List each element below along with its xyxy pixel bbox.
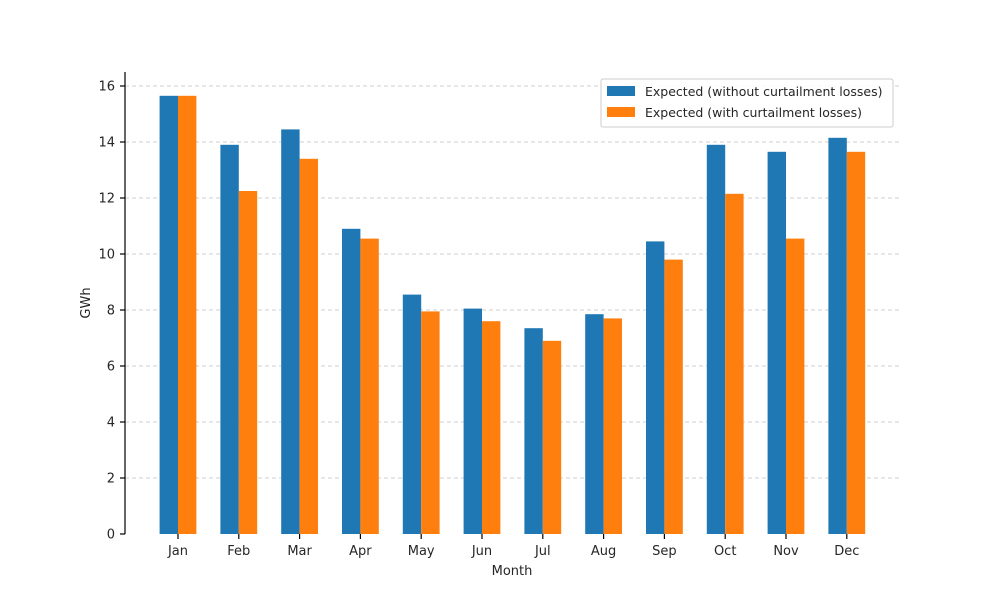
bar-feb-series-1 [220, 144, 239, 535]
bar-nov-series-1 [767, 151, 786, 535]
bar-feb-series-2 [238, 191, 258, 534]
x-ticks: Jan Feb Mar Apr May Jun Jul Aug Sep Oct Nov Dec [167, 534, 859, 559]
x-tick-label: Feb [227, 544, 250, 559]
bar-apr-series-1 [342, 228, 361, 535]
bar-jun-series-2 [482, 321, 501, 534]
legend: Expected (without curtailment losses) Ex… [600, 78, 894, 128]
legend-label-without-curtailment: Expected (without curtailment losses) [645, 84, 882, 99]
bar-may-series-1 [402, 294, 422, 534]
bar-aug-series-2 [603, 318, 622, 534]
bar-nov-series-2 [786, 238, 805, 534]
bar-may-series-2 [421, 311, 440, 534]
y-tick-label: 6 [107, 360, 115, 375]
x-tick-label: Apr [349, 544, 372, 559]
bar-mar-series-1 [281, 129, 300, 534]
x-tick-label: Aug [591, 544, 616, 559]
bar-apr-series-2 [360, 238, 379, 534]
x-tick-label: Jan [167, 544, 188, 559]
bar-jul-series-2 [542, 340, 562, 534]
x-tick-label: Sep [652, 544, 677, 559]
legend-label-with-curtailment: Expected (with curtailment losses) [645, 105, 862, 120]
x-tick-label: Jul [534, 544, 551, 559]
x-tick-label: Nov [773, 544, 799, 559]
bar-dec-series-2 [846, 151, 866, 535]
bar-jan-series-2 [178, 95, 197, 535]
bar-sep-series-1 [646, 241, 665, 534]
y-tick-label: 0 [107, 528, 115, 543]
bar-dec-series-1 [828, 137, 847, 535]
bar-mar-series-2 [299, 158, 318, 535]
bar-oct-series-2 [725, 193, 744, 535]
bar-oct-series-1 [706, 144, 726, 535]
x-tick-label: Oct [714, 544, 736, 559]
x-tick-label: Mar [287, 544, 312, 559]
bar-aug-series-1 [585, 314, 604, 534]
bar-sep-series-2 [664, 259, 683, 534]
y-tick-label: 8 [107, 304, 115, 319]
x-tick-label: Jun [471, 544, 492, 559]
x-tick-label: Dec [834, 544, 859, 559]
y-tick-label: 12 [98, 192, 115, 207]
bar-jun-series-1 [463, 308, 482, 534]
x-axis-label: Month [492, 564, 533, 579]
legend-swatch-without-curtailment [607, 86, 635, 96]
y-tick-label: 4 [107, 416, 115, 431]
bar-jul-series-1 [524, 328, 543, 534]
y-tick-label: 16 [98, 80, 115, 95]
legend-swatch-with-curtailment [607, 107, 635, 117]
y-tick-label: 2 [107, 472, 115, 487]
bar-jan-series-1 [159, 95, 178, 535]
y-ticks: 0 2 4 6 8 10 12 14 16 [98, 80, 125, 543]
y-tick-label: 14 [98, 136, 115, 151]
bars-group [159, 95, 866, 535]
y-axis-label: GWh [79, 287, 94, 318]
legend-box [600, 78, 894, 128]
y-tick-label: 10 [98, 248, 115, 263]
x-tick-label: May [408, 544, 435, 559]
